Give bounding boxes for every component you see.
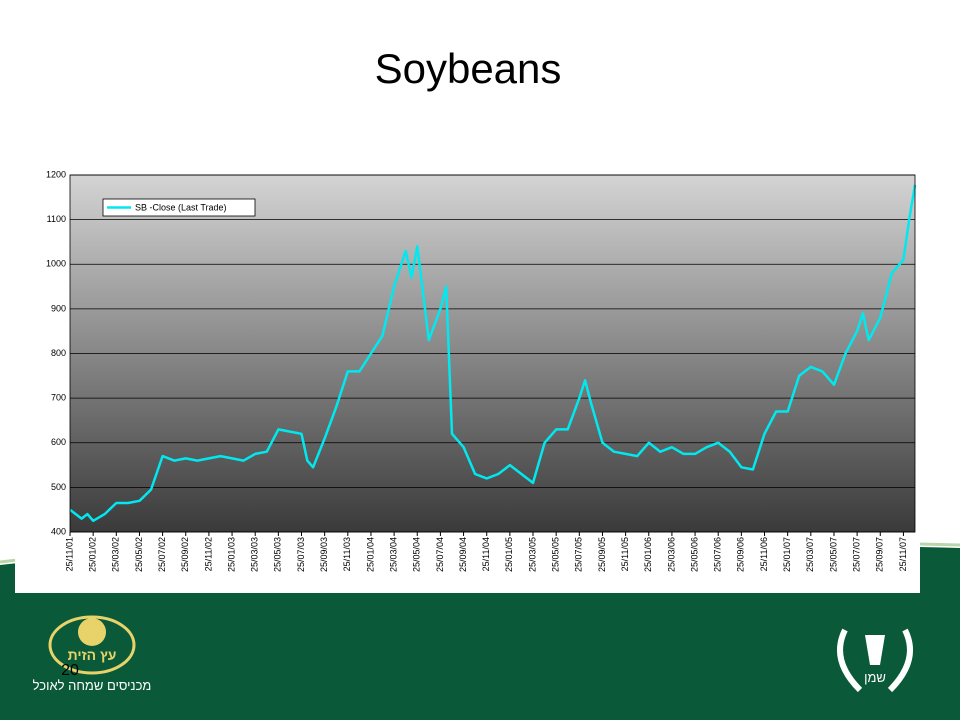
x-tick-label: 25/01/05	[504, 537, 514, 572]
x-tick-label: 25/09/06	[736, 537, 746, 572]
x-tick-label: 25/05/02	[134, 537, 144, 572]
x-tick-label: 25/01/06	[643, 537, 653, 572]
y-tick-label: 1000	[46, 259, 66, 269]
left-logo-tree	[78, 618, 106, 646]
x-tick-label: 25/11/02	[203, 537, 213, 571]
x-tick-label: 25/03/03	[250, 537, 260, 572]
chart-title: Soybeans	[375, 45, 562, 92]
y-tick-label: 800	[51, 348, 66, 358]
x-tick-label: 25/03/02	[111, 537, 121, 572]
x-tick-label: 25/05/03	[273, 537, 283, 572]
y-tick-label: 500	[51, 482, 66, 492]
x-tick-label: 25/07/06	[713, 537, 723, 572]
x-tick-label: 25/07/05	[574, 537, 584, 572]
left-logo-slogan: מכניסים שמחה לאוכל	[33, 678, 152, 693]
right-logo-name: שמן	[864, 670, 886, 685]
x-tick-label: 25/09/04	[458, 537, 468, 572]
x-tick-label: 25/09/07	[875, 537, 885, 572]
x-tick-label: 25/09/02	[180, 537, 190, 572]
x-tick-label: 25/11/01	[64, 537, 74, 571]
y-tick-label: 900	[51, 303, 66, 313]
y-tick-label: 600	[51, 437, 66, 447]
x-tick-label: 25/01/04	[365, 537, 375, 572]
x-tick-label: 25/09/05	[597, 537, 607, 572]
x-tick-label: 25/05/04	[412, 537, 422, 572]
legend-box	[102, 198, 256, 217]
y-tick-label: 400	[51, 526, 66, 536]
x-tick-label: 25/11/05	[620, 537, 630, 571]
x-tick-label: 25/09/03	[319, 537, 329, 572]
x-tick-label: 25/01/07	[782, 537, 792, 572]
plot-frame	[69, 174, 916, 533]
line-series	[69, 184, 917, 523]
x-tick-label: 25/11/07	[898, 537, 908, 571]
x-tick-label: 25/07/03	[296, 537, 306, 572]
x-tick-label: 25/11/03	[342, 537, 352, 571]
x-tick-label: 25/01/03	[226, 537, 236, 572]
y-tick-label: 1100	[47, 214, 66, 224]
x-tick-label: 25/03/05	[527, 537, 537, 572]
x-tick-label: 25/07/07	[851, 537, 861, 572]
x-tick-label: 25/11/04	[481, 537, 491, 571]
x-tick-label: 25/07/04	[435, 537, 445, 572]
right-logo-vase	[865, 635, 885, 665]
y-tick-label: 700	[51, 393, 66, 403]
x-tick-label: 25/11/06	[759, 537, 769, 571]
x-tick-label: 25/03/06	[666, 537, 676, 572]
x-tick-label: 25/05/06	[689, 537, 699, 572]
x-tick-label: 25/01/02	[88, 537, 98, 572]
y-tick-label: 1200	[46, 169, 66, 179]
x-tick-label: 25/05/05	[551, 537, 561, 572]
x-tick-label: 25/05/07	[828, 537, 838, 572]
legend-label: SB -Close (Last Trade)	[135, 202, 227, 212]
left-logo-name: עץ הזית	[68, 647, 117, 663]
page-number: 20	[61, 662, 79, 679]
x-tick-label: 25/03/07	[805, 537, 815, 572]
left-logo-ring	[48, 615, 136, 675]
x-tick-label: 25/03/04	[388, 537, 398, 572]
right-logo-leaves	[837, 628, 913, 693]
x-tick-label: 25/07/02	[157, 537, 167, 572]
